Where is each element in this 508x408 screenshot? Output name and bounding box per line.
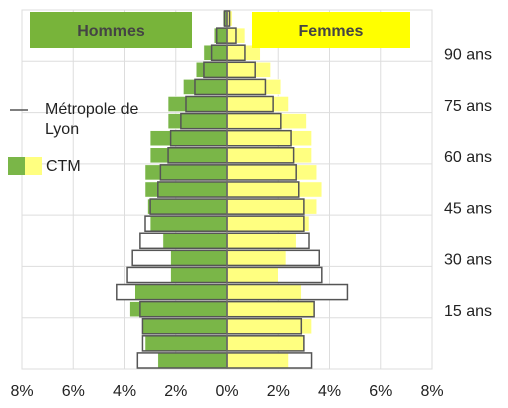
x-tick-label: 4% — [318, 383, 341, 400]
side-header — [30, 12, 192, 48]
x-tick-label: 8% — [420, 383, 443, 400]
bar — [149, 215, 228, 232]
bar — [142, 318, 228, 335]
y-tick-label: 90 ans — [444, 47, 492, 64]
bar — [226, 301, 315, 317]
x-tick-label: 4% — [113, 383, 136, 400]
bar — [226, 96, 289, 112]
legend-label: Métropole de Lyon — [45, 101, 139, 138]
x-tick-label: 8% — [10, 383, 33, 400]
bar — [183, 79, 228, 95]
bar — [170, 250, 228, 266]
bar — [129, 301, 228, 317]
x-tick-label: 2% — [164, 383, 187, 400]
side-header-label: Hommes — [77, 23, 145, 40]
x-tick-label: 6% — [62, 383, 85, 400]
bar — [144, 335, 228, 352]
side-header-label: Femmes — [299, 23, 364, 40]
bar — [170, 267, 228, 283]
bar — [203, 44, 228, 61]
bar — [226, 267, 279, 283]
y-tick-label: 75 ans — [444, 98, 492, 115]
y-tick-label: 30 ans — [444, 252, 492, 269]
bar — [167, 113, 228, 129]
side-header — [252, 12, 410, 48]
legend-label: CTM — [46, 158, 81, 175]
bar — [157, 352, 228, 369]
legend-swatch — [8, 157, 25, 175]
y-tick-label: 45 ans — [444, 200, 492, 217]
y-tick-label: 60 ans — [444, 149, 492, 166]
bar — [149, 130, 228, 147]
bar — [226, 284, 302, 300]
x-tick-label: 0% — [215, 383, 238, 400]
bar — [226, 181, 323, 198]
bar — [196, 62, 228, 78]
y-tick-label: 15 ans — [444, 303, 492, 320]
bar — [226, 62, 271, 78]
bar — [226, 164, 317, 181]
bar — [144, 164, 228, 181]
bar — [226, 335, 305, 352]
bar — [134, 284, 228, 300]
bar — [226, 113, 307, 129]
bar — [226, 250, 287, 266]
bar — [149, 147, 228, 164]
bar — [226, 147, 312, 164]
legend-swatch — [25, 157, 42, 175]
bar — [162, 232, 228, 249]
bar — [226, 215, 310, 232]
bar — [226, 130, 312, 147]
bar — [226, 352, 289, 369]
bar — [226, 79, 282, 95]
bar — [167, 96, 228, 112]
bar — [147, 198, 228, 215]
x-tick-label: 6% — [369, 383, 392, 400]
bar — [226, 318, 312, 335]
bar — [226, 232, 297, 249]
x-tick-label: 2% — [267, 383, 290, 400]
